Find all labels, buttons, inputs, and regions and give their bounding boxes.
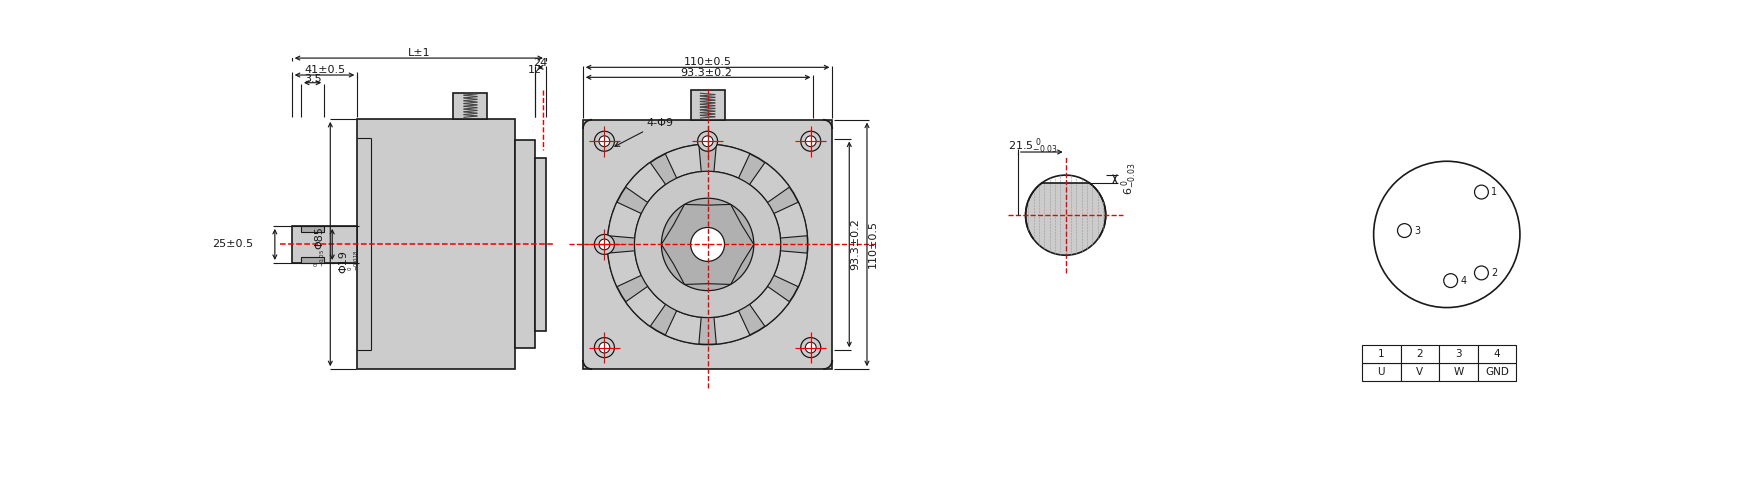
Circle shape xyxy=(595,234,614,255)
Wedge shape xyxy=(714,311,750,344)
Circle shape xyxy=(661,198,754,290)
Circle shape xyxy=(1475,266,1488,280)
Bar xyxy=(454,93,487,119)
Circle shape xyxy=(595,131,614,151)
Text: 4: 4 xyxy=(1461,275,1468,286)
Text: Φ19: Φ19 xyxy=(339,250,349,273)
Wedge shape xyxy=(773,202,808,238)
Text: Φ85: Φ85 xyxy=(314,227,325,249)
Circle shape xyxy=(595,338,614,358)
Circle shape xyxy=(691,227,724,261)
Circle shape xyxy=(599,342,609,353)
Circle shape xyxy=(599,136,609,147)
Bar xyxy=(691,91,724,120)
Circle shape xyxy=(698,131,717,151)
Wedge shape xyxy=(626,163,665,202)
Text: 3.5: 3.5 xyxy=(304,74,321,84)
Bar xyxy=(515,140,536,348)
Wedge shape xyxy=(714,145,750,178)
Text: 3: 3 xyxy=(1415,226,1420,236)
Wedge shape xyxy=(665,311,701,344)
Wedge shape xyxy=(750,287,789,326)
Circle shape xyxy=(1373,161,1520,307)
Text: GND: GND xyxy=(1485,367,1509,377)
Circle shape xyxy=(701,136,714,147)
Bar xyxy=(536,158,546,331)
Wedge shape xyxy=(665,145,701,178)
Wedge shape xyxy=(626,287,665,326)
Text: 41±0.5: 41±0.5 xyxy=(304,65,346,75)
Bar xyxy=(1440,363,1478,381)
Text: 25±0.5: 25±0.5 xyxy=(213,240,253,249)
Text: 6$^{\ 0}_{-0.03}$: 6$^{\ 0}_{-0.03}$ xyxy=(1119,163,1138,195)
Text: 21.5$^{\ 0}_{-0.03}$: 21.5$^{\ 0}_{-0.03}$ xyxy=(1009,137,1057,156)
Circle shape xyxy=(607,144,808,345)
Circle shape xyxy=(1475,185,1488,199)
Bar xyxy=(1401,345,1440,363)
Text: 3: 3 xyxy=(1455,349,1462,359)
Text: 4: 4 xyxy=(1494,349,1501,359)
Bar xyxy=(1478,363,1516,381)
Circle shape xyxy=(801,338,820,358)
Bar xyxy=(583,120,832,369)
Text: $^{0}_{-0.05}$: $^{0}_{-0.05}$ xyxy=(312,249,328,267)
Text: 110±0.5: 110±0.5 xyxy=(869,220,878,269)
Wedge shape xyxy=(607,202,642,238)
Bar xyxy=(358,119,515,369)
Wedge shape xyxy=(607,251,642,287)
Text: U: U xyxy=(1377,367,1386,377)
Circle shape xyxy=(599,239,609,250)
Bar xyxy=(1363,345,1401,363)
Circle shape xyxy=(1398,224,1412,238)
Bar xyxy=(1440,345,1478,363)
Text: W: W xyxy=(1454,367,1464,377)
Circle shape xyxy=(806,342,817,353)
Text: 110±0.5: 110±0.5 xyxy=(684,57,731,67)
Bar xyxy=(302,226,325,232)
Text: 93.3±0.2: 93.3±0.2 xyxy=(850,218,860,271)
Circle shape xyxy=(1443,273,1457,287)
Text: L±1: L±1 xyxy=(408,48,431,59)
Text: 93.3±0.2: 93.3±0.2 xyxy=(681,68,731,78)
Wedge shape xyxy=(773,251,808,287)
Text: 12: 12 xyxy=(529,65,543,75)
Circle shape xyxy=(806,136,817,147)
Text: 1: 1 xyxy=(1379,349,1384,359)
Text: 2: 2 xyxy=(1417,349,1424,359)
Circle shape xyxy=(801,131,820,151)
Text: 2: 2 xyxy=(1492,268,1497,278)
Bar xyxy=(302,257,325,263)
Bar xyxy=(1042,171,1089,183)
Bar xyxy=(1401,363,1440,381)
Circle shape xyxy=(635,171,780,318)
Text: 1: 1 xyxy=(1492,187,1497,197)
Text: V: V xyxy=(1417,367,1424,377)
Bar xyxy=(1478,345,1516,363)
Text: 4-Φ9: 4-Φ9 xyxy=(614,118,674,146)
Bar xyxy=(1363,363,1401,381)
Text: $^{0}_{-0.018}$: $^{0}_{-0.018}$ xyxy=(346,249,361,271)
Text: 24: 24 xyxy=(534,59,548,68)
Circle shape xyxy=(1026,175,1106,255)
Wedge shape xyxy=(750,163,789,202)
Bar xyxy=(291,226,358,263)
